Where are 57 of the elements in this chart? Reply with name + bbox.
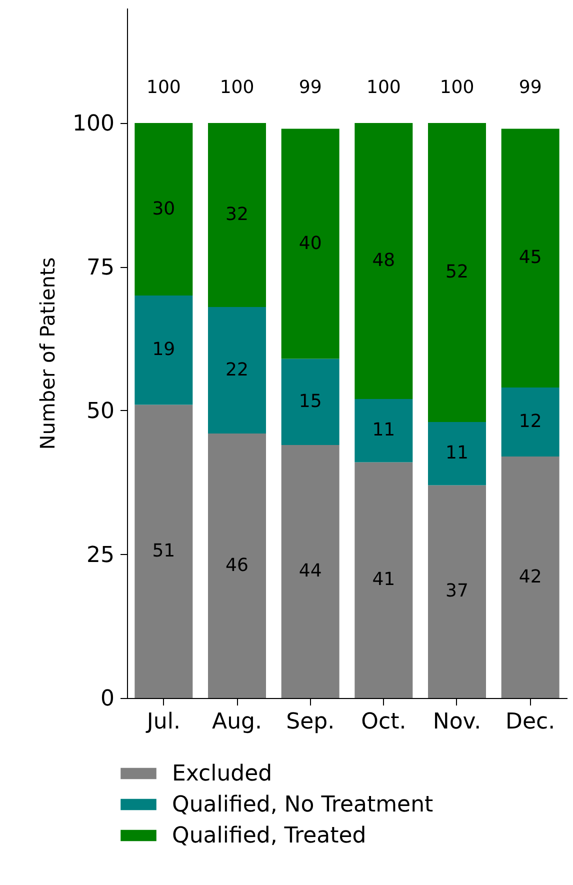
bar	[208, 307, 266, 434]
data-label: 22	[226, 359, 248, 380]
legend-label: Qualified, No Treatment	[172, 792, 434, 818]
data-label: 30	[152, 198, 176, 220]
y-tick-label: 0	[100, 686, 114, 712]
bar	[428, 485, 486, 698]
data-label: 11	[446, 442, 468, 464]
x-tick-label: Dec.	[506, 710, 556, 734]
x-tick-label: Sep.	[286, 710, 335, 734]
bar	[134, 123, 193, 296]
bar	[354, 399, 413, 462]
data-label: 45	[518, 247, 542, 268]
data-label: 40	[298, 232, 322, 254]
data-label: 15	[298, 390, 322, 412]
bar	[281, 358, 340, 445]
legend-label: Qualified, Treated	[172, 824, 366, 848]
legend-label: Excluded	[172, 762, 272, 786]
data-label: 52	[446, 262, 468, 282]
bar	[134, 404, 193, 698]
data-label: 51	[152, 540, 176, 562]
data-label: 46	[226, 554, 248, 576]
data-label: 19	[152, 339, 176, 360]
y-tick-label: 75	[86, 255, 114, 280]
y-tick-label: 25	[86, 542, 114, 568]
total-label: 99	[518, 77, 542, 98]
total-label: 100	[146, 77, 181, 98]
x-tick-label: Jul.	[144, 710, 180, 734]
bar	[354, 462, 413, 698]
data-label: 12	[518, 411, 542, 432]
y-axis-title: Number of Patients	[36, 257, 60, 450]
data-label: 48	[372, 250, 396, 271]
y-tick-label: 50	[86, 399, 114, 424]
data-label: 42	[518, 566, 542, 588]
data-label: 44	[298, 560, 322, 582]
x-tick-label: Nov.	[432, 710, 482, 734]
bar	[501, 128, 560, 388]
bar	[428, 123, 486, 422]
total-label: 99	[298, 77, 322, 98]
bar	[208, 434, 266, 698]
bar	[134, 296, 193, 405]
bar	[208, 123, 266, 307]
data-label: 37	[446, 580, 468, 602]
bar	[428, 422, 486, 486]
total-label: 100	[440, 77, 474, 98]
data-label: 11	[372, 420, 396, 441]
bar	[501, 388, 560, 456]
x-tick-label: Oct.	[361, 710, 406, 734]
bar	[281, 128, 340, 359]
bar	[354, 123, 413, 399]
data-label: 32	[226, 204, 248, 225]
bar	[501, 456, 560, 698]
y-tick-label: 100	[72, 112, 114, 136]
total-label: 100	[366, 77, 401, 98]
data-label: 41	[372, 569, 396, 590]
x-tick-label: Aug.	[212, 710, 262, 734]
bar	[281, 445, 340, 698]
total-label: 100	[220, 77, 254, 98]
